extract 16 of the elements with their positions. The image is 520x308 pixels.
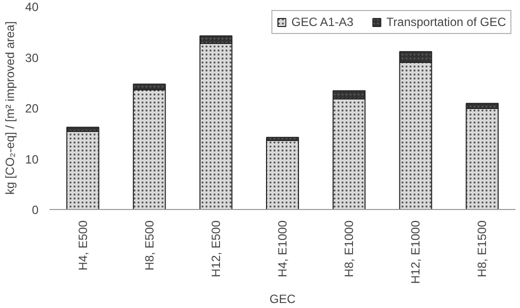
y-tick-label: 0 [32, 203, 39, 217]
legend-label: Transportation of GEC [386, 15, 506, 29]
x-tick-label: H8, E500 [142, 220, 156, 271]
y-tick-label: 40 [25, 0, 39, 14]
x-tick-label: H4, E500 [76, 220, 90, 271]
y-tick-label: 20 [25, 102, 39, 116]
x-axis-title: GEC [270, 292, 296, 306]
y-tick-label: 10 [25, 152, 39, 166]
x-tick-label: H8, E1000 [342, 220, 356, 278]
legend-label: GEC A1-A3 [291, 15, 354, 29]
x-tick-label: H12, E1000 [408, 220, 423, 284]
x-tick-label: H8, E1500 [475, 220, 490, 278]
x-tick-label: H4, E1000 [276, 220, 290, 278]
x-tick-label: H12, E500 [208, 220, 223, 278]
y-axis-title: kg [CO₂-eq] / [m² improved area] [3, 21, 18, 195]
y-tick-label: 30 [25, 50, 39, 65]
